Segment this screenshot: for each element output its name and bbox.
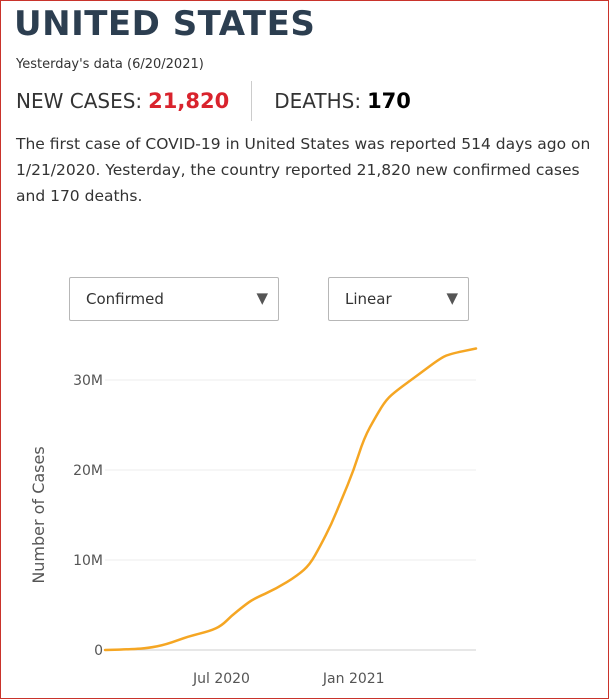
y-tick-label: 20M: [73, 463, 103, 479]
stats-row: NEW CASES: 21,820 DEATHS: 170: [16, 81, 411, 121]
y-tick-label: 30M: [73, 373, 103, 389]
description-text: The first case of COVID-19 in United Sta…: [16, 135, 591, 205]
y-axis-label: Number of Cases: [29, 446, 48, 583]
country-title: UNITED STATES: [14, 4, 316, 44]
cases-series-line: [103, 347, 478, 652]
dropdown-arrow-icon: ▼: [446, 289, 458, 307]
deaths-label: DEATHS:: [274, 89, 362, 113]
y-tick-label: 10M: [73, 553, 103, 569]
data-date: Yesterday's data (6/20/2021): [16, 57, 204, 72]
stats-divider: [251, 81, 253, 121]
x-tick-label: Jan 2021: [322, 671, 385, 687]
deaths-value: 170: [367, 89, 411, 113]
dropdown-arrow-icon: ▼: [256, 289, 268, 307]
y-tick-label: 0: [94, 643, 103, 659]
new-cases-label: NEW CASES:: [16, 89, 143, 113]
scale-select[interactable]: Linear ▼: [328, 277, 469, 321]
x-tick-label: Jul 2020: [192, 671, 250, 687]
cases-line-chart: 0 10M 20M 30M Jul 2020 Jan 2021 Number of Case…: [29, 347, 478, 687]
new-cases-value: 21,820: [148, 89, 230, 113]
metric-select[interactable]: Confirmed ▼: [69, 277, 279, 321]
scale-select-value: Linear: [345, 290, 392, 308]
metric-select-value: Confirmed: [86, 290, 164, 308]
